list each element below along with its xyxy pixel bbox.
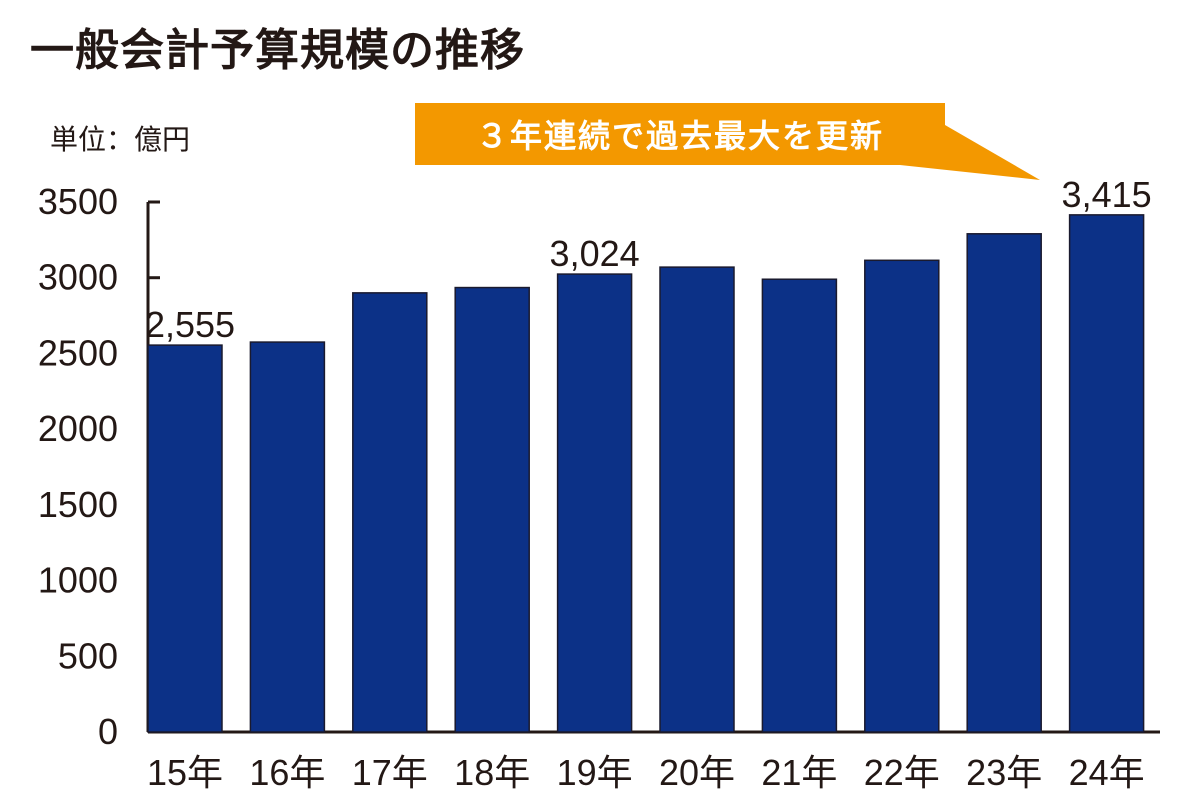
y-tick-label: 0 — [98, 711, 118, 752]
bar-15年 — [147, 344, 223, 733]
annotation-callout: ３年連続で過去最大を更新 — [415, 103, 945, 165]
x-tick-label: 20年 — [659, 752, 735, 793]
bar-24年 — [1068, 214, 1145, 733]
x-tick-label: 21年 — [761, 752, 837, 793]
bar-23年 — [966, 233, 1042, 733]
x-tick-label: 24年 — [1069, 752, 1145, 793]
y-tick-label: 3500 — [38, 181, 118, 222]
bar-21年 — [761, 278, 838, 733]
callout-pointer — [900, 125, 1040, 180]
y-tick-label: 1500 — [38, 484, 118, 525]
y-tick-label: 500 — [58, 635, 118, 676]
x-tick-label: 18年 — [454, 752, 530, 793]
x-tick-label: 17年 — [352, 752, 428, 793]
bar-16年 — [249, 341, 326, 733]
x-tick-label: 23年 — [966, 752, 1042, 793]
chart-title: 一般会計予算規模の推移 — [30, 25, 525, 76]
bar-17年 — [352, 292, 428, 733]
y-tick-label: 2500 — [38, 332, 118, 373]
bar-22年 — [864, 259, 940, 733]
y-tick-label: 3000 — [38, 257, 118, 298]
unit-label: 単位：億円 — [50, 123, 191, 156]
x-tick-label: 16年 — [249, 752, 325, 793]
data-label: 3,415 — [1062, 174, 1152, 215]
bar-20年 — [659, 266, 735, 733]
y-tick-label: 1000 — [38, 560, 118, 601]
data-label: 3,024 — [550, 233, 640, 274]
data-label: 2,555 — [145, 304, 235, 345]
x-tick-label: 15年 — [147, 752, 223, 793]
bar-18年 — [454, 286, 530, 733]
bar-19年 — [556, 273, 633, 733]
x-tick-label: 19年 — [557, 752, 633, 793]
x-tick-label: 22年 — [864, 752, 940, 793]
y-tick-label: 2000 — [38, 408, 118, 449]
